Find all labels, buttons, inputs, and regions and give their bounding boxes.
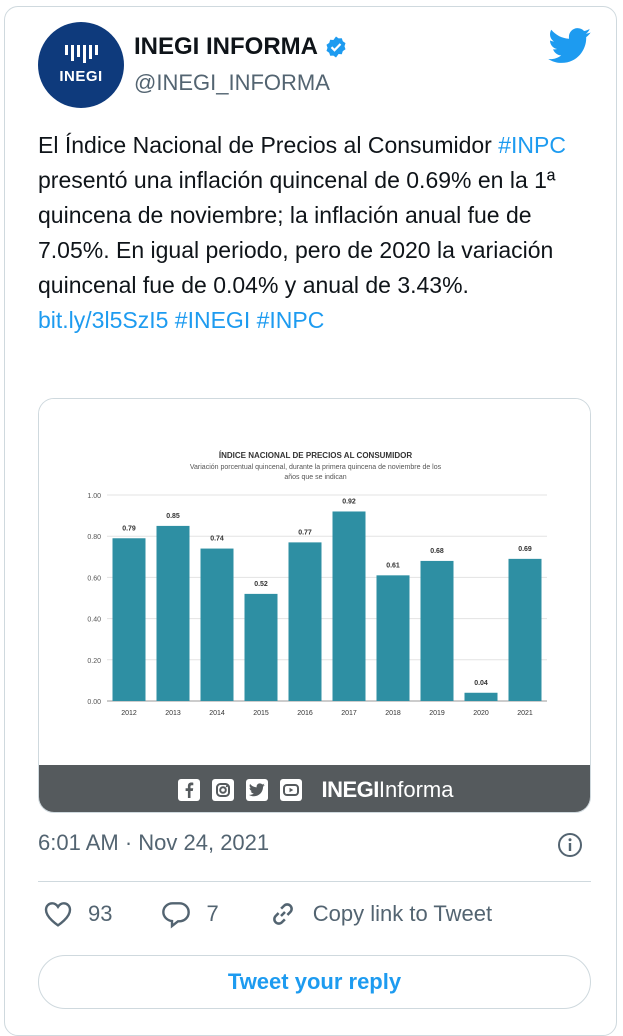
- y-tick-label: 0.60: [87, 575, 101, 582]
- account-name[interactable]: INEGI INFORMA: [134, 33, 318, 60]
- x-tick-label: 2020: [473, 710, 489, 717]
- y-tick-label: 0.00: [87, 699, 101, 706]
- bar-2017: [332, 511, 366, 701]
- tweet-timestamp[interactable]: 6:01 AM · Nov 24, 2021: [38, 830, 270, 855]
- inegi-informa-brand: INEGIInforma: [322, 777, 454, 803]
- x-tick-label: 2019: [429, 710, 445, 717]
- hashtag-inpc-end-link[interactable]: #INPC: [256, 307, 325, 333]
- short-url-link[interactable]: bit.ly/3l5SzI5: [38, 307, 169, 333]
- reply-button[interactable]: 7: [160, 898, 219, 930]
- data-label: 0.92: [342, 498, 356, 505]
- tweet-text: El Índice Nacional de Precios al Consumi…: [38, 128, 598, 338]
- instagram-icon: [211, 778, 234, 801]
- y-tick-label: 0.20: [87, 658, 101, 665]
- data-label: 0.74: [210, 536, 224, 543]
- account-name-row[interactable]: INEGI INFORMA: [134, 33, 348, 61]
- data-label: 0.68: [430, 548, 444, 555]
- x-tick-label: 2013: [165, 710, 181, 717]
- bar-2020: [464, 692, 498, 701]
- copy-link-button[interactable]: Copy link to Tweet: [267, 898, 492, 930]
- tweet-text-part: presentó una inflación quincenal de 0.69…: [38, 167, 556, 298]
- hashtag-inegi-link[interactable]: #INEGI: [174, 307, 251, 333]
- y-tick-label: 0.40: [87, 617, 101, 624]
- data-label: 0.61: [386, 562, 400, 569]
- x-tick-label: 2014: [209, 710, 225, 717]
- divider: [38, 881, 591, 882]
- heart-icon: [44, 902, 72, 927]
- like-button[interactable]: 93: [42, 898, 112, 930]
- bar-2021: [508, 558, 542, 701]
- chart-title: ÍNDICE NACIONAL DE PRECIOS AL CONSUMIDOR: [218, 451, 413, 460]
- bar-2012: [112, 538, 146, 701]
- media-footer-banner: INEGIInforma: [39, 765, 590, 812]
- info-icon[interactable]: [557, 832, 583, 858]
- y-tick-label: 0.80: [87, 534, 101, 541]
- x-tick-label: 2021: [517, 710, 533, 717]
- account-handle[interactable]: @INEGI_INFORMA: [134, 70, 330, 95]
- bar-2018: [376, 575, 410, 701]
- x-tick-label: 2017: [341, 710, 357, 717]
- data-label: 0.79: [122, 525, 136, 532]
- tweet-actions: 93 7 Copy link to Tweet: [38, 898, 492, 930]
- data-label: 0.69: [518, 546, 532, 553]
- y-tick-label: 1.00: [87, 493, 101, 500]
- link-icon: [272, 903, 293, 925]
- avatar[interactable]: INEGI: [38, 22, 124, 108]
- data-label: 0.52: [254, 581, 268, 588]
- verified-badge-icon: [326, 36, 346, 58]
- bar-2014: [200, 548, 234, 701]
- hashtag-inpc-link[interactable]: #INPC: [498, 132, 566, 158]
- tweet-text-part: El Índice Nacional de Precios al Consumi…: [38, 132, 492, 158]
- twitter-small-icon: [245, 778, 268, 801]
- chart-subtitle: Variación porcentual quincenal, durante …: [189, 464, 442, 481]
- data-label: 0.85: [166, 513, 180, 520]
- twitter-bird-icon[interactable]: [548, 28, 592, 64]
- like-count: 93: [88, 901, 113, 926]
- chart-panel: ÍNDICE NACIONAL DE PRECIOS AL CONSUMIDOR…: [39, 399, 590, 765]
- reply-bubble-icon: [162, 902, 191, 929]
- x-tick-label: 2015: [253, 710, 269, 717]
- facebook-icon: [177, 778, 200, 801]
- x-tick-label: 2012: [121, 710, 137, 717]
- bar-2013: [156, 525, 190, 701]
- copy-link-label: Copy link to Tweet: [312, 901, 493, 926]
- bar-chart: 0.00 0.20 0.40 0.60 0.80 1.00 0.79 2012 0.85 2013…: [87, 493, 547, 717]
- data-label: 0.77: [298, 529, 312, 536]
- brand-bold: INEGI: [321, 776, 380, 802]
- x-tick-label: 2018: [385, 710, 401, 717]
- data-label: 0.04: [474, 680, 488, 687]
- bar-2015: [244, 593, 278, 701]
- inegi-logo-bars-icon: [64, 45, 98, 63]
- x-tick-label: 2016: [297, 710, 313, 717]
- bar-2019: [420, 560, 454, 701]
- youtube-icon: [279, 778, 302, 801]
- tweet-media-image[interactable]: ÍNDICE NACIONAL DE PRECIOS AL CONSUMIDOR…: [38, 398, 591, 813]
- bar-2016: [288, 542, 322, 701]
- tweet-your-reply-button[interactable]: Tweet your reply: [38, 955, 591, 1009]
- avatar-logo-text: INEGI: [59, 68, 103, 85]
- brand-light: Informa: [378, 776, 454, 802]
- reply-count: 7: [206, 901, 219, 926]
